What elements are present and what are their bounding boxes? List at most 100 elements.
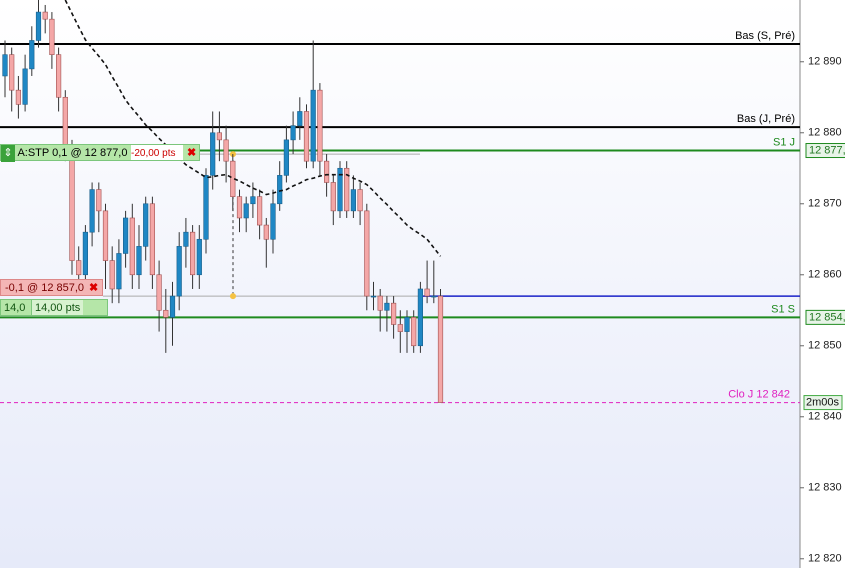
candle-body <box>49 18 55 55</box>
candle-body <box>310 89 316 162</box>
limit-label: -0,1 @ 12 857,0 <box>5 282 85 295</box>
y-tick-label: 12 890 <box>808 56 842 68</box>
y-tick-label: 12 830 <box>808 482 842 494</box>
candle-body <box>250 196 256 205</box>
limit-order[interactable]: -0,1 @ 12 857,0 ✖ <box>0 279 103 297</box>
y-tick-label: 12 840 <box>808 411 842 423</box>
candle-body <box>411 317 417 347</box>
y-tick-label: 12 870 <box>808 198 842 210</box>
y-tick-label: 12 860 <box>808 269 842 281</box>
candle-body <box>29 40 35 70</box>
cancel-button[interactable]: ✖ <box>187 147 197 160</box>
level-axis-box <box>805 143 845 159</box>
candle-body <box>156 274 162 311</box>
level-axis-label: 12 854, <box>809 311 845 323</box>
candle-body <box>2 54 8 77</box>
candle-body <box>236 196 243 219</box>
candle-body <box>69 146 75 261</box>
candle-body <box>169 295 176 318</box>
candle-body <box>390 302 397 325</box>
candle-body <box>256 196 263 226</box>
price-axis <box>800 0 845 568</box>
position-pts: 14,00 pts <box>31 300 84 316</box>
candle-body <box>129 217 135 276</box>
candle-body <box>62 96 68 148</box>
candle-body <box>270 203 276 240</box>
candle-body <box>123 217 129 254</box>
candle-body <box>196 238 202 276</box>
candle-body <box>323 160 330 183</box>
candle-body <box>417 288 424 347</box>
candle-body <box>176 246 182 297</box>
level-label: S1 S <box>771 303 795 315</box>
candle-body <box>136 246 142 276</box>
order-dot <box>230 293 236 300</box>
candle-body <box>109 260 115 290</box>
stop-order[interactable]: ⇕ A:STP 0,1 @ 12 877,0 -20,00 pts ✖ <box>0 144 200 163</box>
candle-body <box>143 203 149 247</box>
stop-pts: -20,00 pts <box>131 145 183 161</box>
candle-body <box>96 189 102 212</box>
candle-body <box>15 89 22 105</box>
candle-body <box>397 324 403 332</box>
candle-body <box>190 231 196 276</box>
candle-body <box>364 210 370 297</box>
candle-body <box>424 288 430 297</box>
candle-body <box>116 253 122 290</box>
candle-body <box>216 132 223 141</box>
candle-body <box>317 89 323 162</box>
candle-body <box>350 189 357 212</box>
candle-body <box>243 203 249 219</box>
stop-label: A:STP 0,1 @ 12 877,0 <box>17 147 128 160</box>
position-qty: 14,0 <box>4 302 26 315</box>
candle-body <box>404 317 410 332</box>
candle-body <box>35 11 42 41</box>
level-axis-label: 12 877, <box>809 144 845 156</box>
candle-body <box>223 139 229 162</box>
candle-body <box>183 231 189 247</box>
y-tick-label: 12 880 <box>808 127 842 139</box>
candle-body <box>149 203 156 276</box>
candle-body <box>89 189 95 233</box>
candle-body <box>210 132 216 176</box>
candle-body <box>163 309 169 318</box>
candle-body <box>9 54 15 91</box>
candle-body <box>297 111 303 126</box>
moving-average <box>64 0 442 257</box>
candle-body <box>437 295 444 403</box>
candle-body <box>82 231 88 276</box>
level-label: S1 J <box>773 136 795 148</box>
candle-body <box>55 54 62 98</box>
candle-body <box>330 182 336 212</box>
level-axis-box <box>805 309 845 325</box>
drag-icon[interactable]: ⇕ <box>1 145 15 163</box>
candle-body <box>263 224 269 240</box>
candle-body <box>102 210 109 261</box>
close-label: Clo J 12 842 <box>728 388 790 400</box>
candle-body <box>370 295 377 298</box>
timer: 2m00s <box>806 396 840 408</box>
position-box: 14,0 14,00 pts <box>0 299 108 317</box>
candle-body <box>283 139 290 176</box>
candle-body <box>277 175 283 205</box>
y-tick-label: 12 820 <box>808 553 842 565</box>
candle-body <box>377 295 383 311</box>
candle-body <box>357 189 363 212</box>
candle-body <box>76 260 82 276</box>
level-label: Bas (J, Pré) <box>737 113 795 125</box>
level-label: Bas (S, Pré) <box>735 30 795 42</box>
cancel-button[interactable]: ✖ <box>89 282 99 295</box>
candle-body <box>203 175 209 240</box>
candle-body <box>431 295 437 298</box>
y-tick-label: 12 850 <box>808 340 842 352</box>
candle-body <box>42 11 48 20</box>
candle-body <box>344 167 350 212</box>
candle-body <box>303 111 310 162</box>
candle-body <box>384 302 390 311</box>
candle-body <box>337 167 343 212</box>
candle-body <box>290 125 296 141</box>
candle-body <box>22 68 28 105</box>
timer-box <box>803 395 843 411</box>
